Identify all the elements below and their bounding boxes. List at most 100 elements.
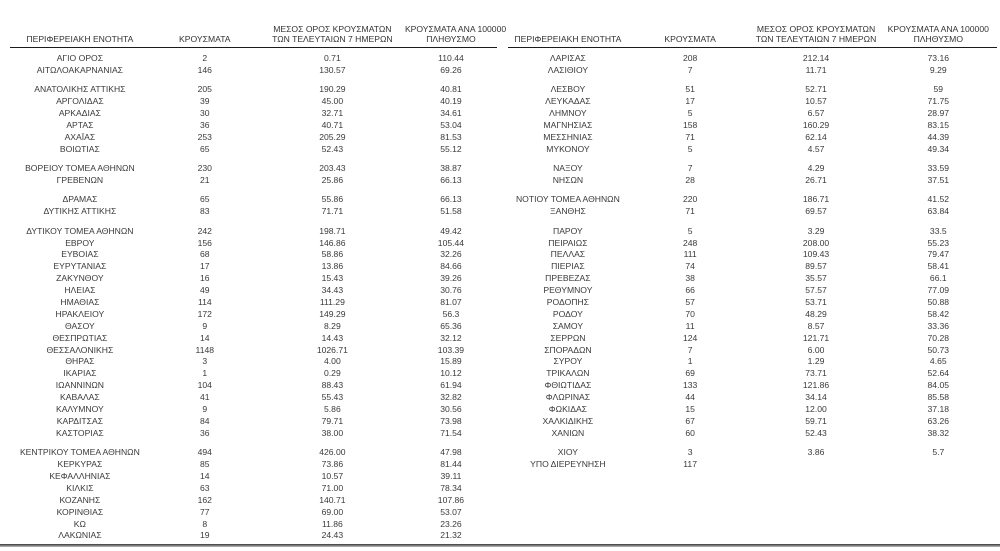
region-name-cell: ΠΙΕΡΙΑΣ <box>551 261 585 272</box>
cases-cell: 220 <box>682 194 698 205</box>
cases-cell: 146 <box>197 64 212 75</box>
table-row: ΚΕΦΑΛΛΗΝΙΑΣ 14 10.57 39.11 <box>10 471 497 483</box>
region-name-cell: ΜΕΣΣΗΝΙΑΣ <box>543 131 593 142</box>
region-name-cell: ΚΕΡΚΥΡΑΣ <box>57 459 103 470</box>
region-name-cell: ΛΕΣΒΟΥ <box>550 84 586 95</box>
table-row: ΠΑΡΟΥ 5 3.29 33.5 <box>508 226 997 238</box>
avg-7day-cell: 89.57 <box>805 261 827 272</box>
per-100k-cell: 33.5 <box>929 225 947 236</box>
region-name-cell: ΔΥΤΙΚΟΥ ΤΟΜΕΑ ΑΘΗΝΩΝ <box>26 225 134 236</box>
avg-7day-cell: 3.29 <box>807 225 825 236</box>
region-name-cell: ΦΘΙΩΤΙΔΑΣ <box>544 380 592 391</box>
region-name-cell: ΠΕΛΛΑΣ <box>550 249 586 260</box>
group-spacer <box>10 440 497 448</box>
avg-7day-cell: 4.00 <box>324 356 341 367</box>
avg-7day-cell: 58.86 <box>321 249 344 260</box>
per-100k-cell: 39.26 <box>440 273 462 284</box>
avg-7day-cell: 24.43 <box>321 530 344 541</box>
avg-7day-cell: 53.71 <box>805 297 827 308</box>
per-100k-cell: 44.39 <box>927 131 950 142</box>
table-row: ΦΛΩΡΙΝΑΣ 44 34.14 85.58 <box>508 392 997 404</box>
per-100k-cell: 23.26 <box>440 518 462 529</box>
cases-cell: 133 <box>682 380 698 391</box>
per-100k-cell: 78.34 <box>440 482 462 493</box>
column-header: ΠΕΡΙΦΕΡΕΙΑΚΗ ΕΝΟΤΗΤΑ <box>26 34 134 45</box>
region-name-cell: ΘΕΣΠΡΩΤΙΑΣ <box>52 332 108 343</box>
avg-7day-cell: 109.43 <box>802 249 830 260</box>
avg-7day-cell: 208.00 <box>802 237 830 248</box>
avg-7day-cell: 149.29 <box>319 308 346 319</box>
per-100k-cell: 9.29 <box>929 64 947 75</box>
cases-cell: 14 <box>200 332 210 343</box>
cases-cell: 39 <box>200 96 210 107</box>
table-row: ΖΑΚΥΝΘΟΥ 16 15.43 39.26 <box>10 273 497 285</box>
avg-7day-cell: 1.29 <box>807 356 825 367</box>
table-row: ΜΕΣΣΗΝΙΑΣ 71 62.14 44.39 <box>508 132 997 144</box>
table-row: ΧΑΛΚΙΔΙΚΗΣ 67 59.71 63.26 <box>508 416 997 428</box>
avg-7day-cell: 121.71 <box>802 332 830 343</box>
cases-cell: 17 <box>685 96 695 107</box>
table-row: ΑΡΓΟΛΙΔΑΣ 39 45.00 40.19 <box>10 96 497 108</box>
avg-7day-cell: 8.57 <box>807 320 825 331</box>
cases-cell: 36 <box>200 427 210 438</box>
column-header: ΚΡΟΥΣΜΑΤΑ ΑΝΑ 100000 ΠΛΗΘΥΣΜΟ <box>887 24 989 45</box>
region-name-cell: ΣΥΡΟΥ <box>553 356 583 367</box>
table-row: ΠΡΕΒΕΖΑΣ 38 35.57 66.1 <box>508 273 997 285</box>
avg-7day-cell: 198.71 <box>319 225 346 236</box>
cases-cell: 494 <box>197 447 212 458</box>
per-100k-cell: 49.34 <box>927 143 950 154</box>
per-100k-cell: 71.54 <box>440 427 462 438</box>
per-100k-cell: 85.58 <box>927 392 950 403</box>
region-name-cell: ΦΩΚΙΔΑΣ <box>548 404 587 415</box>
table-row: ΘΕΣΠΡΩΤΙΑΣ 14 14.43 32.12 <box>10 333 497 345</box>
cases-cell: 3 <box>687 447 693 458</box>
region-name-cell: ΝΑΞΟΥ <box>553 163 583 174</box>
avg-7day-cell: 55.86 <box>321 194 344 205</box>
per-100k-cell: 110.44 <box>438 53 464 63</box>
column-header: ΚΡΟΥΣΜΑΤΑ ΑΝΑ 100000 ΠΛΗΘΥΣΜΟ <box>404 24 507 45</box>
table-row: ΚΟΖΑΝΗΣ 162 140.71 107.86 <box>10 495 497 507</box>
table-row: ΕΥΒΟΙΑΣ 68 58.86 32.26 <box>10 249 497 261</box>
avg-7day-cell: 426.00 <box>319 447 346 458</box>
avg-7day-cell: 11.71 <box>805 64 827 75</box>
region-name-cell: ΑΡΤΑΣ <box>66 119 94 130</box>
cases-cell: 68 <box>200 249 210 260</box>
table-row: ΕΥΡΥΤΑΝΙΑΣ 17 13.86 84.66 <box>10 261 497 273</box>
avg-7day-cell: 12.00 <box>805 404 827 415</box>
cases-cell: 69 <box>685 368 695 379</box>
region-name-cell: ΘΕΣΣΑΛΟΝΙΚΗΣ <box>46 344 114 355</box>
regional-cases-table-left: ΠΕΡΙΦΕΡΕΙΑΚΗ ΕΝΟΤΗΤΑ ΚΡΟΥΣΜΑΤΑ ΜΕΣΟΣ ΟΡΟΣ … <box>10 24 507 542</box>
cases-cell: 17 <box>200 261 210 272</box>
per-100k-cell: 107.86 <box>437 494 465 505</box>
avg-7day-cell: 111.29 <box>319 297 345 308</box>
cases-cell: 162 <box>197 494 212 505</box>
cases-cell: 8 <box>202 518 208 529</box>
per-100k-cell: 53.04 <box>440 119 462 130</box>
cases-cell: 41 <box>200 392 210 403</box>
cases-cell: 85 <box>200 459 210 470</box>
table-row: ΝΟΤΙΟΥ ΤΟΜΕΑ ΑΘΗΝΩΝ 220 186.71 41.52 <box>508 194 997 206</box>
header-row: ΠΕΡΙΦΕΡΕΙΑΚΗ ΕΝΟΤΗΤΑ ΚΡΟΥΣΜΑΤΑ ΜΕΣΟΣ ΟΡΟΣ … <box>10 24 507 48</box>
region-name-cell: ΚΑΣΤΟΡΙΑΣ <box>56 427 104 438</box>
table-row: ΧΙΟΥ 3 3.86 5.7 <box>508 447 997 459</box>
region-name-cell: ΛΑΚΩΝΙΑΣ <box>58 530 102 541</box>
region-name-cell: ΘΑΣΟΥ <box>65 320 95 331</box>
avg-7day-cell: 15.43 <box>321 273 344 284</box>
cases-cell: 5 <box>687 108 693 119</box>
per-100k-cell: 34.61 <box>440 108 462 119</box>
cases-cell: 63 <box>200 482 210 493</box>
table-row: ΚΕΝΤΡΙΚΟΥ ΤΟΜΕΑ ΑΘΗΝΩΝ 494 426.00 47.98 <box>10 447 497 459</box>
group-spacer <box>508 77 997 85</box>
per-100k-cell: 49.42 <box>440 225 462 236</box>
per-100k-cell: 15.89 <box>440 356 462 367</box>
table-row: ΚΑΒΑΛΑΣ 41 55.43 32.82 <box>10 392 497 404</box>
table-body: ΛΑΡΙΣΑΣ 208 212.14 73.16 ΛΑΣΙΘΙΟΥ 7 11.71 9.29 Λ… <box>508 48 997 471</box>
cases-cell: 38 <box>685 273 695 284</box>
region-name-cell: ΙΚΑΡΙΑΣ <box>63 368 97 379</box>
per-100k-cell: 30.56 <box>440 404 462 415</box>
region-name-cell: ΜΑΓΝΗΣΙΑΣ <box>543 119 593 130</box>
region-name-cell: ΠΡΕΒΕΖΑΣ <box>545 273 591 284</box>
table-row: ΠΕΙΡΑΙΩΣ 248 208.00 55.23 <box>508 238 997 250</box>
cases-cell: 16 <box>200 273 210 284</box>
per-100k-cell: 38.87 <box>440 163 462 174</box>
